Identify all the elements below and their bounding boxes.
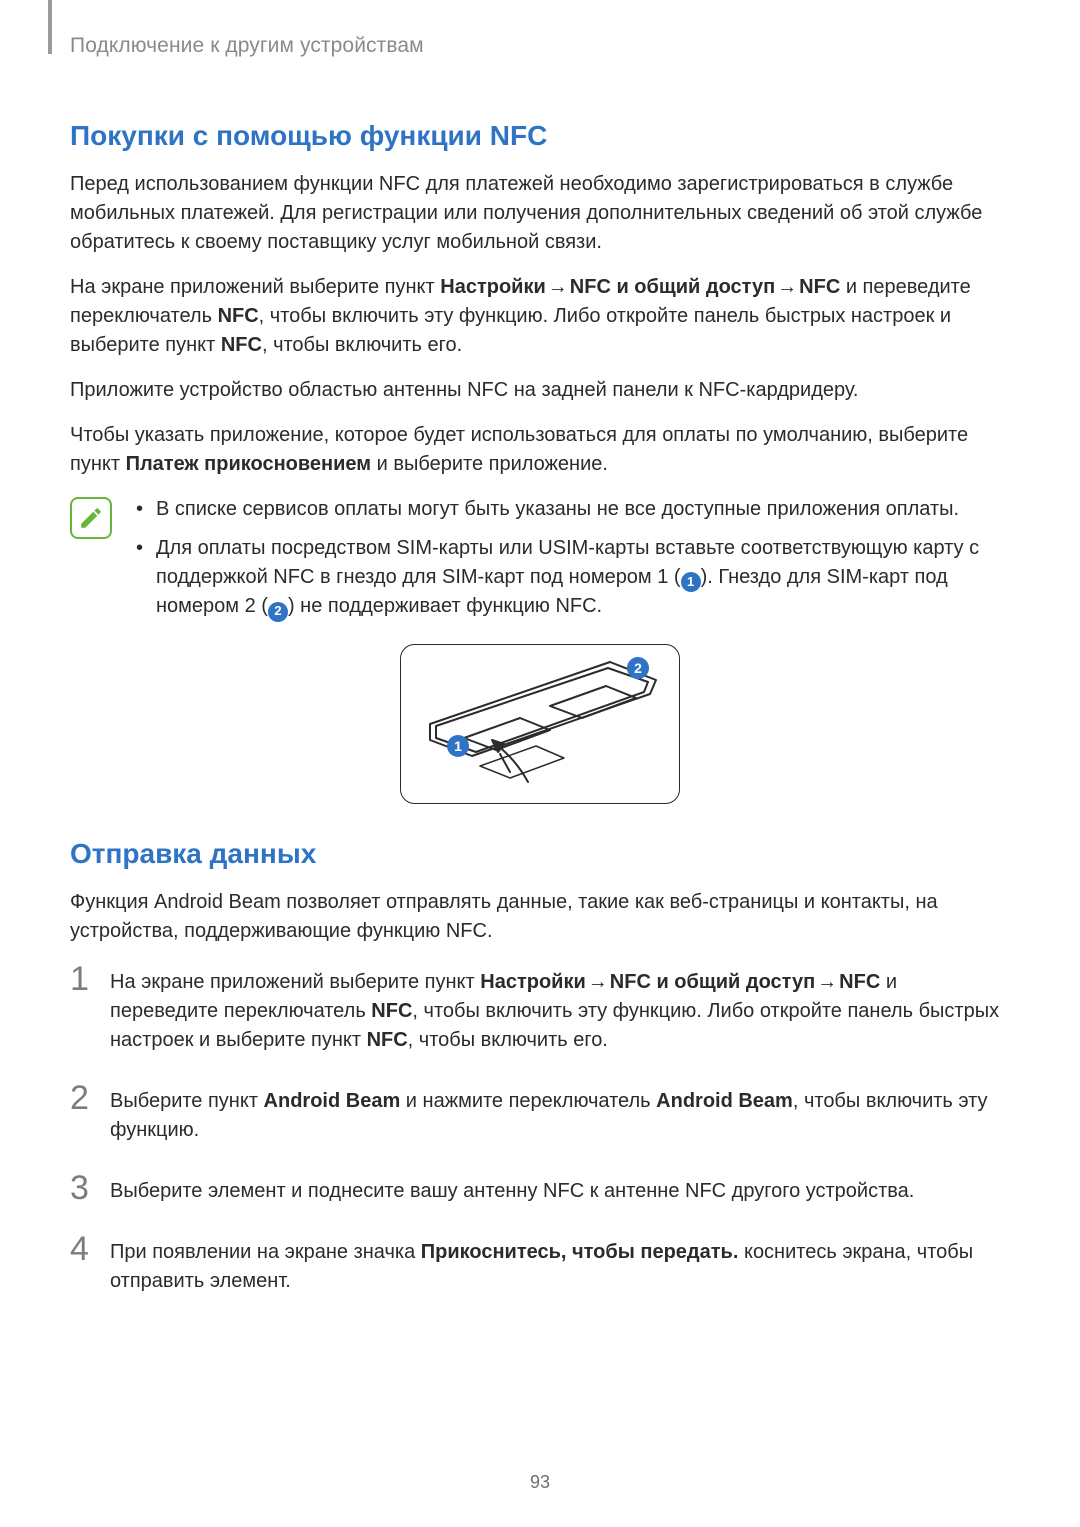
bold-text: NFC	[839, 971, 880, 993]
arrow-glyph: →	[775, 276, 799, 298]
note-list: В списке сервисов оплаты могут быть указ…	[130, 495, 1010, 632]
page-number: 93	[0, 1472, 1080, 1493]
note-icon-wrap	[70, 497, 112, 539]
section-title-nfc-purchases: Покупки с помощью функции NFC	[70, 120, 1010, 152]
note-icon	[70, 497, 112, 539]
text: , чтобы включить его.	[262, 334, 462, 356]
steps-list: 1 На экране приложений выберите пункт На…	[70, 962, 1010, 1296]
paragraph: На экране приложений выберите пункт Наст…	[70, 273, 1010, 360]
bold-text: NFC	[367, 1029, 408, 1051]
bold-text: Настройки	[440, 276, 546, 298]
bold-text: Настройки	[480, 971, 586, 993]
list-item: В списке сервисов оплаты могут быть указ…	[130, 495, 1010, 524]
illustration-wrap: 1 2	[70, 644, 1010, 804]
step-item: 1 На экране приложений выберите пункт На…	[70, 962, 1010, 1055]
step-item: 3 Выберите элемент и поднесите вашу анте…	[70, 1171, 1010, 1206]
paragraph: Приложите устройство областью антенны NF…	[70, 376, 1010, 405]
bold-text: Android Beam	[656, 1090, 793, 1112]
number-badge-2: 2	[268, 602, 288, 622]
illus-badge-1: 1	[454, 738, 462, 754]
arrow-glyph: →	[586, 971, 610, 993]
bold-text: NFC	[799, 276, 840, 298]
step-body: На экране приложений выберите пункт Наст…	[110, 962, 1010, 1055]
text: и выберите приложение.	[371, 453, 608, 475]
bold-text: NFC и общий доступ	[570, 276, 775, 298]
illus-badge-2: 2	[634, 660, 642, 676]
section-title-send-data: Отправка данных	[70, 838, 1010, 870]
text: На экране приложений выберите пункт	[110, 971, 480, 993]
document-page: Подключение к другим устройствам Покупки…	[0, 0, 1080, 1527]
list-item: Для оплаты посредством SIM-карты или USI…	[130, 534, 1010, 622]
text: На экране приложений выберите пункт	[70, 276, 440, 298]
step-number: 1	[70, 962, 110, 996]
text: Выберите элемент и поднесите вашу антенн…	[110, 1180, 914, 1202]
step-number: 4	[70, 1232, 110, 1266]
step-number: 2	[70, 1081, 110, 1115]
number-badge-1: 1	[681, 572, 701, 592]
step-number: 3	[70, 1171, 110, 1205]
breadcrumb: Подключение к другим устройствам	[70, 34, 1010, 58]
step-item: 2 Выберите пункт Android Beam и нажмите …	[70, 1081, 1010, 1145]
text: При появлении на экране значка	[110, 1241, 421, 1263]
note-block: В списке сервисов оплаты могут быть указ…	[70, 495, 1010, 632]
accent-bar	[48, 0, 52, 54]
bold-text: Android Beam	[264, 1090, 401, 1112]
bold-text: NFC и общий доступ	[610, 971, 815, 993]
arrow-glyph: →	[815, 971, 839, 993]
paragraph: Чтобы указать приложение, которое будет …	[70, 421, 1010, 479]
bold-text: Платеж прикосновением	[126, 453, 372, 475]
step-body: При появлении на экране значка Прикоснит…	[110, 1232, 1010, 1296]
sim-tray-illustration: 1 2	[400, 644, 680, 804]
text: , чтобы включить его.	[408, 1029, 608, 1051]
step-item: 4 При появлении на экране значка Прикосн…	[70, 1232, 1010, 1296]
paragraph: Функция Android Beam позволяет отправлят…	[70, 888, 1010, 946]
step-body: Выберите элемент и поднесите вашу антенн…	[110, 1171, 1010, 1206]
bold-text: NFC	[371, 1000, 412, 1022]
text: Выберите пункт	[110, 1090, 264, 1112]
paragraph: Перед использованием функции NFC для пла…	[70, 170, 1010, 257]
text: и нажмите переключатель	[400, 1090, 656, 1112]
step-body: Выберите пункт Android Beam и нажмите пе…	[110, 1081, 1010, 1145]
arrow-glyph: →	[546, 276, 570, 298]
bold-text: NFC	[218, 305, 259, 327]
pencil-icon	[78, 505, 104, 531]
text: ) не поддерживает функцию NFC.	[288, 595, 602, 617]
bold-text: NFC	[221, 334, 262, 356]
bold-text: Прикоснитесь, чтобы передать.	[421, 1241, 739, 1263]
